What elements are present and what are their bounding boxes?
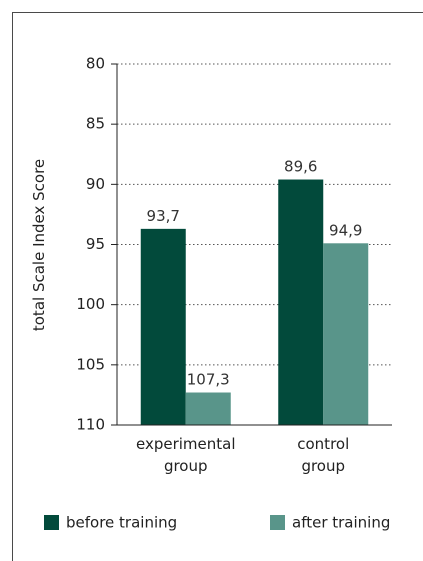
category-label: group [301,457,345,475]
bar [185,392,231,425]
data-label: 107,3 [187,371,230,389]
bars [140,179,369,425]
category-label: experimental [136,435,236,453]
axes [111,63,392,426]
legend-swatch [44,515,59,530]
data-label: 93,7 [147,207,180,225]
labels: 80 85 90 95 100 105 110 93,7 107,3 experimental gr… [76,55,362,476]
frame-top-border [12,12,423,13]
bar [140,228,186,425]
bar [323,243,369,425]
category-label: group [164,457,208,475]
legend-label: after training [292,514,390,532]
y-tick-label: 110 [76,416,105,434]
frame-left-border [12,12,13,561]
legend-label: before training [66,514,177,532]
y-tick-label: 90 [86,175,105,193]
y-axis-title: total Scale Index Score [30,159,48,331]
y-tick-label: 95 [86,235,105,253]
bar [278,179,324,425]
y-tick-label: 80 [86,55,105,73]
y-tick-label: 100 [76,295,105,313]
category-label: control [297,435,349,453]
y-tick-label: 105 [76,355,105,373]
legend: before training after training [44,514,390,532]
data-label: 94,9 [329,221,362,239]
data-label: 89,6 [284,158,317,176]
y-tick-label: 85 [86,115,105,133]
legend-swatch [270,515,285,530]
